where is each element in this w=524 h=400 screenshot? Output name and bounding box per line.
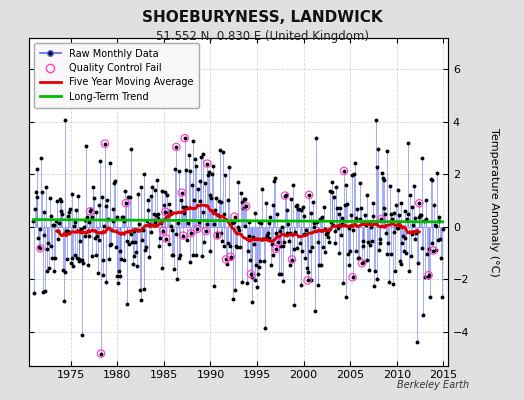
- Text: 51.552 N, 0.830 E (United Kingdom): 51.552 N, 0.830 E (United Kingdom): [156, 30, 368, 43]
- Point: [179, 232, 188, 239]
- Point: [202, 228, 210, 234]
- Point: [358, 260, 366, 266]
- Point: [429, 247, 438, 254]
- Point: [305, 192, 313, 198]
- Point: [242, 203, 250, 210]
- Point: [151, 219, 159, 226]
- Point: [281, 192, 289, 199]
- Point: [86, 208, 94, 214]
- Point: [348, 274, 357, 280]
- Y-axis label: Temperature Anomaly (°C): Temperature Anomaly (°C): [489, 128, 499, 276]
- Point: [161, 208, 170, 215]
- Point: [187, 230, 195, 236]
- Point: [181, 135, 189, 141]
- Point: [231, 214, 239, 220]
- Point: [203, 160, 212, 167]
- Point: [274, 239, 282, 246]
- Point: [424, 272, 433, 278]
- Point: [178, 189, 186, 196]
- Text: Berkeley Earth: Berkeley Earth: [397, 380, 469, 390]
- Point: [159, 228, 167, 234]
- Point: [213, 232, 222, 239]
- Point: [36, 245, 45, 252]
- Point: [193, 226, 201, 232]
- Point: [247, 271, 255, 277]
- Point: [340, 168, 348, 174]
- Point: [122, 200, 130, 206]
- Point: [222, 256, 230, 262]
- Point: [97, 350, 105, 357]
- Text: SHOEBURYNESS, LANDWICK: SHOEBURYNESS, LANDWICK: [141, 10, 383, 25]
- Point: [288, 256, 296, 263]
- Point: [101, 140, 109, 147]
- Point: [226, 254, 235, 260]
- Point: [377, 216, 386, 222]
- Point: [303, 277, 312, 284]
- Point: [271, 246, 280, 252]
- Point: [415, 200, 423, 206]
- Point: [172, 144, 180, 150]
- Legend: Raw Monthly Data, Quality Control Fail, Five Year Moving Average, Long-Term Tren: Raw Monthly Data, Quality Control Fail, …: [34, 43, 199, 108]
- Point: [162, 235, 170, 242]
